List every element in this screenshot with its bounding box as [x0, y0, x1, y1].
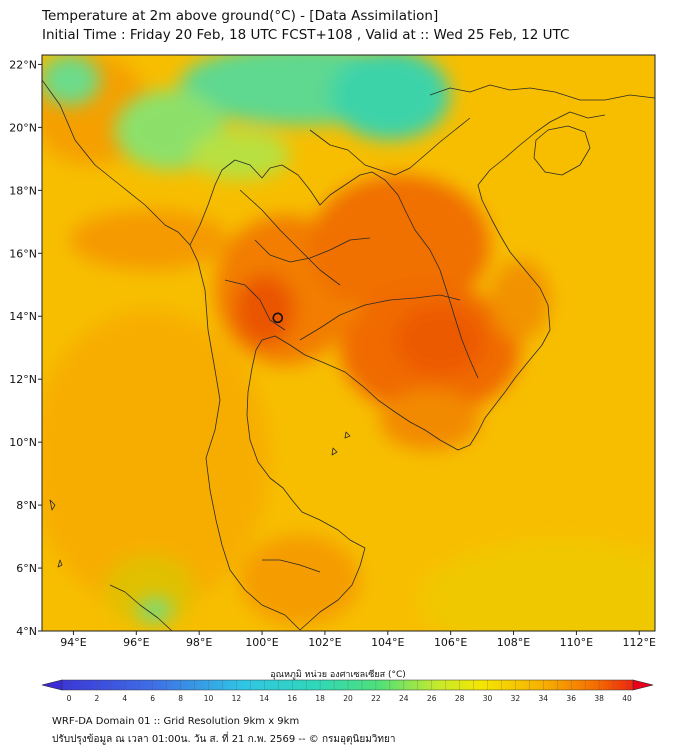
lon-tick-label: 106°E — [434, 636, 467, 649]
colorbar-bar — [41, 679, 654, 691]
colorbar-tick-label: 40 — [622, 694, 632, 703]
colorbar-tick-label: 26 — [427, 694, 437, 703]
footer-model-info: WRF-DA Domain 01 :: Grid Resolution 9km … — [52, 716, 300, 727]
warm-area-west — [42, 310, 270, 610]
coastline-myanmar-west — [42, 79, 301, 631]
colorbar-tick-label: 6 — [150, 694, 155, 703]
colorbar-tick-label: 18 — [315, 694, 325, 703]
lon-tick-label: 96°E — [123, 636, 149, 649]
colorbar-tick-label: 16 — [287, 694, 297, 703]
lat-tick-label: 16°N — [9, 247, 37, 260]
border-cambodia — [299, 294, 461, 341]
lat-tick-label: 22°N — [9, 58, 37, 71]
colorbar-tick-label: 10 — [204, 694, 214, 703]
colorbar-right-arrow — [632, 679, 654, 691]
colorbar-tick-label: 22 — [371, 694, 381, 703]
hot-core-cambodia — [395, 305, 485, 375]
warm-area-gulf-east — [490, 260, 550, 340]
footer-update-info: ปรับปรุงข้อมูล ณ เวลา 01:00น. วัน ส. ที่… — [52, 734, 396, 745]
colorbar-tick-label: 14 — [260, 694, 270, 703]
colorbar-tick-label: 28 — [455, 694, 465, 703]
cool-area-laos-north — [190, 130, 290, 180]
lon-tick-label: 112°E — [623, 636, 656, 649]
colorbar-tick-label: 30 — [483, 694, 493, 703]
colorbar-tick-label: 0 — [67, 694, 72, 703]
hot-area-south — [380, 390, 480, 450]
location-marker — [272, 312, 284, 324]
lat-tick-label: 18°N — [9, 184, 37, 197]
lat-tick-label: 10°N — [9, 436, 37, 449]
warm-area-peninsula — [240, 535, 360, 625]
lat-tick-label: 14°N — [9, 310, 37, 323]
colorbar-tick-label: 12 — [232, 694, 242, 703]
border-myanmar-thailand — [189, 159, 386, 246]
map-frame — [41, 54, 656, 632]
coastline-islands-gulf — [331, 431, 351, 456]
border-thailand-laos — [384, 179, 479, 379]
lat-tick-label: 4°N — [16, 625, 37, 638]
lon-tick-label: 104°E — [371, 636, 404, 649]
coastline-andaman-islands — [49, 499, 63, 568]
lon-tick-label: 98°E — [186, 636, 212, 649]
colorbar-tick-label: 20 — [343, 694, 353, 703]
border-provinces-2 — [254, 237, 371, 263]
colorbar-ticks: 0 2 4 6 8 10 12 14 16 18 20 22 24 26 28 30 32 34 36 38 40 — [67, 680, 632, 703]
border-provinces-1 — [239, 189, 341, 286]
colorbar-tick-label: 2 — [95, 694, 100, 703]
lon-tick-label: 110°E — [560, 636, 593, 649]
chart-title: Temperature at 2m above ground(°C) - [Da… — [42, 8, 439, 24]
colorbar-left-arrow — [41, 679, 63, 691]
coastline-hainan — [533, 125, 591, 176]
chart-subtitle: Initial Time : Friday 20 Feb, 18 UTC FCS… — [42, 27, 570, 43]
colorbar-tick-label: 32 — [511, 694, 521, 703]
coastlines-borders — [42, 79, 655, 631]
colorbar-tick-label: 24 — [399, 694, 409, 703]
coastline-gulf-of-thailand — [246, 111, 606, 631]
lon-tick-label: 102°E — [308, 636, 341, 649]
lat-tick-label: 8°N — [16, 499, 37, 512]
lon-tick-label: 94°E — [60, 636, 86, 649]
colorbar-tick-label: 34 — [539, 694, 549, 703]
border-provinces-3 — [224, 279, 286, 331]
cool-area-north-2 — [330, 55, 450, 140]
colorbar-tick-label: 8 — [178, 694, 183, 703]
lat-tick-label: 6°N — [16, 562, 37, 575]
colorbar-tick-label: 36 — [566, 694, 576, 703]
longitude-axis: 94°E 96°E 98°E 100°E 102°E 104°E 106°E 108°E 110… — [60, 631, 656, 649]
coastline-sumatra — [109, 584, 173, 631]
border-malaysia — [262, 559, 321, 573]
colorbar-label: อุณหภูมิ หน่วย องศาเซลเซียส (°C) — [270, 670, 406, 680]
cool-area-sumatra — [137, 598, 173, 622]
colorbar-tick-label: 4 — [122, 694, 127, 703]
lat-tick-label: 12°N — [9, 373, 37, 386]
cool-area-northwest — [42, 55, 100, 105]
warm-area-myanmar — [70, 210, 230, 270]
latitude-axis: 22°N 20°N 18°N 16°N 14°N 12°N 10°N 8°N 6°N 4°N — [9, 58, 42, 638]
temperature-field — [42, 55, 655, 631]
warm-ocean-band — [420, 540, 655, 631]
lat-tick-label: 20°N — [9, 121, 37, 134]
lon-tick-label: 108°E — [497, 636, 530, 649]
colorbar-tick-label: 38 — [594, 694, 604, 703]
border-laos-vietnam — [309, 117, 471, 176]
coastline-china-south — [429, 84, 655, 101]
lon-tick-label: 100°E — [245, 636, 278, 649]
hot-area-northeast — [310, 175, 490, 315]
